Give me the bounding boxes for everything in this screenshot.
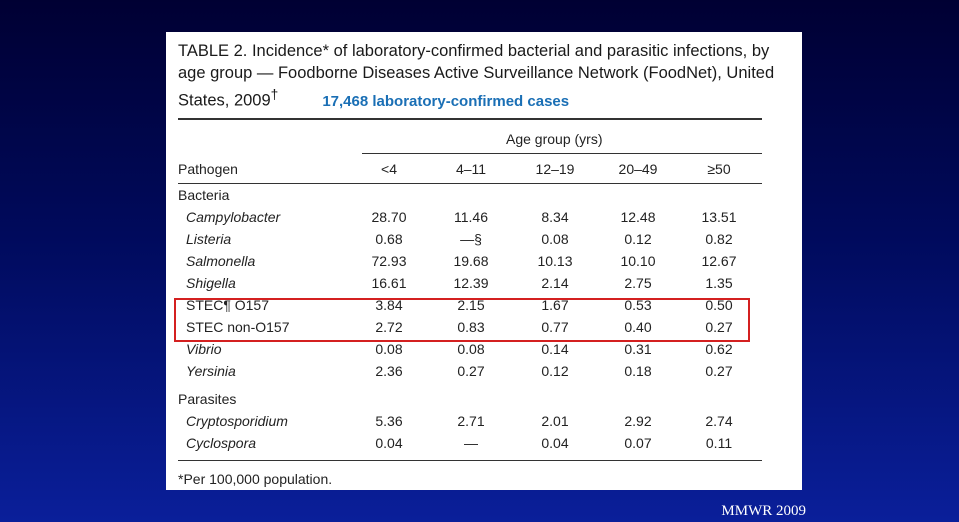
table-cell: 2.14: [541, 275, 569, 291]
table-cell: 28.70: [371, 209, 407, 225]
bottom-rule: [178, 460, 762, 461]
table-cell: 11.46: [454, 209, 488, 225]
table-cell: 0.40: [624, 319, 652, 335]
footnote: *Per 100,000 population.: [178, 471, 333, 487]
table-cell: 0.82: [705, 231, 733, 247]
table-cell: 13.51: [701, 209, 737, 225]
table-cell: 0.27: [705, 319, 733, 335]
row-label: Cryptosporidium: [186, 413, 288, 429]
row-label: Listeria: [186, 231, 232, 247]
table-cell: —: [464, 435, 478, 451]
table-cell: 0.12: [541, 363, 569, 379]
table-cell: 3.84: [375, 297, 403, 313]
table-cell: 0.14: [541, 341, 569, 357]
row-label: Shigella: [186, 275, 236, 291]
table-cell: 0.62: [705, 341, 733, 357]
column-header-pathogen: Pathogen: [178, 161, 238, 177]
table-title-text: TABLE 2. Incidence* of laboratory-confir…: [178, 42, 775, 110]
top-rule: [178, 118, 762, 120]
table-cell: 5.36: [375, 413, 403, 429]
row-label: Vibrio: [186, 341, 222, 357]
spanner-rule: [362, 153, 762, 154]
table-cell: 2.01: [541, 413, 569, 429]
row-label: STEC¶ O157: [186, 297, 269, 313]
column-header: 4–11: [455, 161, 487, 177]
age-group-spanner: Age group (yrs): [506, 131, 603, 147]
column-header: 12–19: [535, 161, 575, 177]
table-title: TABLE 2. Incidence* of laboratory-confir…: [178, 40, 778, 113]
table-cell: 0.08: [541, 231, 569, 247]
table-cell: 0.50: [705, 297, 733, 313]
table-cell: 0.27: [457, 363, 485, 379]
table-card: TABLE 2. Incidence* of laboratory-confir…: [166, 32, 802, 490]
row-label: STEC non-O157: [186, 319, 290, 335]
table-cell: 0.68: [375, 231, 403, 247]
table-cell: 2.71: [457, 413, 485, 429]
table-cell: 72.93: [371, 253, 407, 269]
table-cell: 2.75: [624, 275, 652, 291]
table-cell: 10.10: [620, 253, 656, 269]
table-cell: 0.08: [375, 341, 403, 357]
row-label: Salmonella: [186, 253, 256, 269]
table-cell: 12.48: [620, 209, 656, 225]
column-header: <4: [381, 161, 397, 177]
table-cell: 0.77: [541, 319, 569, 335]
row-label: Yersinia: [186, 363, 236, 379]
table-cell: 0.53: [624, 297, 652, 313]
table-cell: 0.08: [457, 341, 485, 357]
table-cell: 1.67: [541, 297, 569, 313]
row-label: Campylobacter: [186, 209, 281, 225]
column-header: ≥50: [707, 161, 731, 177]
table-cell: 2.74: [705, 413, 733, 429]
stec-highlight-box: [174, 298, 750, 342]
table-cell: 12.67: [701, 253, 737, 269]
section-heading: Parasites: [178, 391, 237, 407]
table-cell: 0.27: [705, 363, 733, 379]
table-cell: 0.11: [705, 435, 733, 451]
table-cell: 0.83: [457, 319, 485, 335]
column-header: 20–49: [618, 161, 658, 177]
table-cell: 0.04: [541, 435, 569, 451]
row-label: Cyclospora: [186, 435, 257, 451]
table-cell: —§: [460, 231, 482, 247]
table-cell: 0.18: [624, 363, 652, 379]
table-cell: 0.12: [624, 231, 652, 247]
table-cell: 2.72: [375, 319, 403, 335]
cases-annotation: 17,468 laboratory-confirmed cases: [322, 92, 570, 110]
section-heading: Bacteria: [178, 187, 230, 203]
title-dagger: †: [270, 87, 279, 102]
table-cell: 0.04: [375, 435, 403, 451]
table-cell: 2.15: [457, 297, 485, 313]
table-cell: 10.13: [537, 253, 573, 269]
table-cell: 16.61: [371, 275, 407, 291]
table-cell: 2.92: [624, 413, 652, 429]
table-cell: 1.35: [705, 275, 733, 291]
table-cell: 8.34: [541, 209, 569, 225]
table-cell: 0.07: [624, 435, 652, 451]
source-label: MMWR 2009: [721, 503, 806, 519]
table-cell: 2.36: [375, 363, 403, 379]
header-rule: [178, 183, 762, 184]
table-cell: 0.31: [624, 341, 652, 357]
table-cell: 12.39: [453, 275, 489, 291]
table-cell: 19.68: [453, 253, 489, 269]
